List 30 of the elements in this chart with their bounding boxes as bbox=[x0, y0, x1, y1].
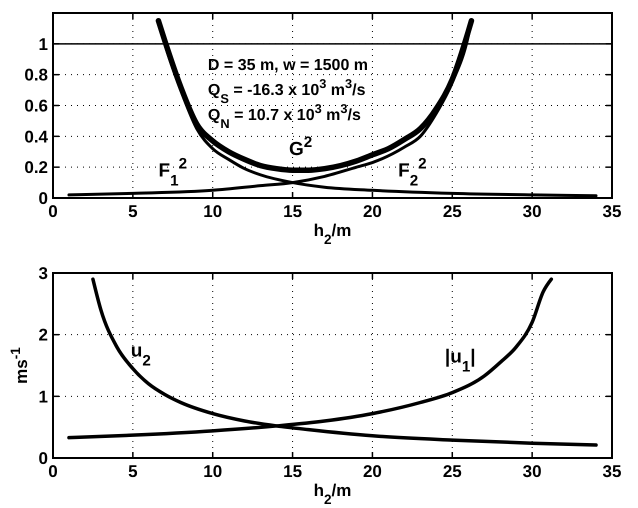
x-tick-label: 25 bbox=[442, 462, 462, 481]
x-tick-label: 5 bbox=[128, 202, 138, 221]
y-tick-label: 0.2 bbox=[24, 158, 48, 178]
series-label: G$^{2}$ bbox=[288, 133, 312, 160]
x-tick-label: 15 bbox=[283, 202, 302, 221]
y-tick-label: 1 bbox=[38, 34, 48, 54]
x-tick-label: 25 bbox=[442, 202, 462, 221]
x-tick-label: 5 bbox=[128, 462, 138, 481]
y-tick-label: 0 bbox=[38, 449, 48, 468]
x-tick-label: 20 bbox=[362, 462, 382, 481]
x-axis-title: h$_{2}$/m bbox=[314, 481, 352, 506]
x-tick-label: 10 bbox=[203, 202, 222, 221]
y-tick-label: 0 bbox=[38, 189, 48, 208]
x-tick-label: 30 bbox=[522, 202, 542, 221]
y-tick-label: 0.6 bbox=[24, 96, 48, 116]
y-tick-label: 1 bbox=[38, 387, 48, 406]
y-tick-label: 0.8 bbox=[24, 66, 48, 85]
x-tick-label: 30 bbox=[522, 462, 542, 481]
x-tick-label: 35 bbox=[602, 462, 622, 481]
y-tick-label: 2 bbox=[38, 326, 48, 345]
series-label: u$_{2}$ bbox=[130, 340, 151, 369]
x-tick-label: 10 bbox=[203, 462, 222, 481]
x-tick-label: 15 bbox=[283, 462, 302, 481]
series-label: |u$_{1}$| bbox=[444, 346, 476, 375]
y-tick-label: 3 bbox=[38, 264, 48, 283]
x-axis-title: h$_{2}$/m bbox=[314, 221, 352, 246]
x-tick-label: 20 bbox=[362, 202, 382, 221]
y-tick-label: 0.4 bbox=[24, 127, 49, 146]
annotation: D = 35 m, w = 1500 m bbox=[208, 57, 368, 74]
x-tick-label: 35 bbox=[602, 202, 622, 221]
